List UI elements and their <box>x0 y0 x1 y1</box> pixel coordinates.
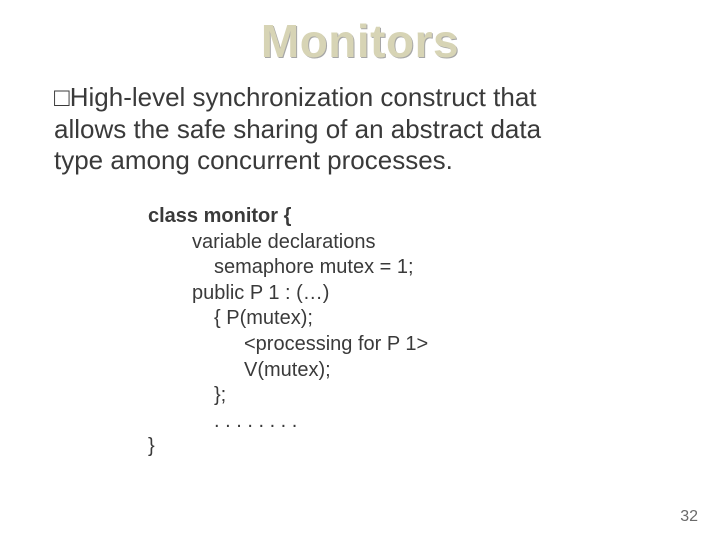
slide: Monitors □High-level synchronization con… <box>0 0 720 540</box>
bullet-marker: □ <box>54 82 70 112</box>
code-line: <processing for P 1> <box>148 332 428 358</box>
code-line: . . . . . . . . <box>148 409 428 435</box>
bullet-text-1: High-level synchronization construct tha… <box>70 82 537 112</box>
code-line: V(mutex); <box>148 358 428 384</box>
bullet-line-3: type among concurrent processes. <box>54 145 666 177</box>
code-line: public P 1 : (…) <box>148 281 428 307</box>
code-line: variable declarations <box>148 230 428 256</box>
code-line: { P(mutex); <box>148 306 428 332</box>
code-block: class monitor { variable declarations se… <box>148 204 428 460</box>
code-line: class monitor { <box>148 204 428 230</box>
code-line: }; <box>148 383 428 409</box>
bullet-line-2: allows the safe sharing of an abstract d… <box>54 114 666 146</box>
page-number: 32 <box>680 508 698 526</box>
code-line: } <box>148 434 428 460</box>
body-text: □High-level synchronization construct th… <box>54 82 666 177</box>
code-line: semaphore mutex = 1; <box>148 255 428 281</box>
slide-title: Monitors <box>0 14 720 68</box>
bullet-line-1: □High-level synchronization construct th… <box>54 82 666 114</box>
